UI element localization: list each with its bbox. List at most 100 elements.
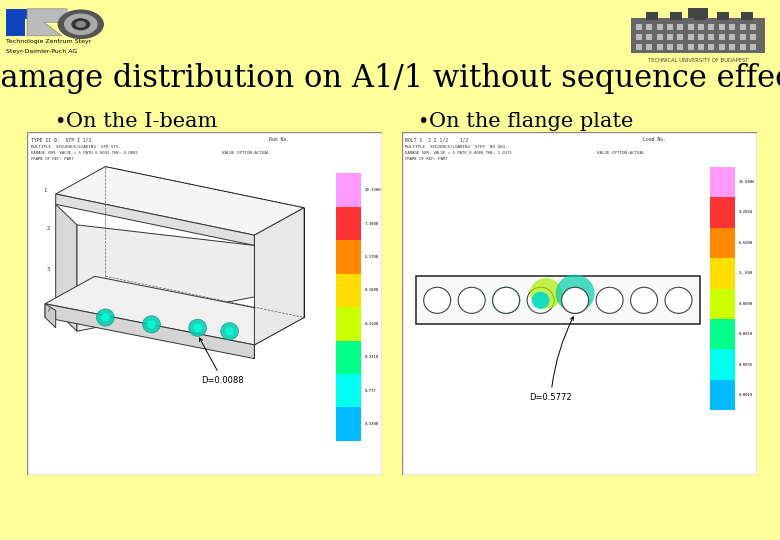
Circle shape xyxy=(596,287,623,313)
Bar xyxy=(729,24,735,30)
Text: 0.1888: 0.1888 xyxy=(364,288,379,293)
Bar xyxy=(336,240,361,274)
Text: MULTIPLE  SEQUENCE/LOADING  STR STS.: MULTIPLE SEQUENCE/LOADING STR STS. xyxy=(31,144,121,148)
Polygon shape xyxy=(55,166,304,235)
Bar xyxy=(708,34,714,40)
Circle shape xyxy=(562,287,589,313)
Bar xyxy=(698,24,704,30)
Bar xyxy=(636,34,642,40)
Text: 0.3300: 0.3300 xyxy=(364,422,379,426)
Bar xyxy=(336,274,361,307)
Bar xyxy=(750,24,756,30)
Bar xyxy=(711,197,736,227)
Bar xyxy=(670,12,682,20)
Bar xyxy=(741,12,753,20)
Text: 6.5090: 6.5090 xyxy=(739,241,753,245)
Bar xyxy=(6,9,48,19)
Text: D=0.5772: D=0.5772 xyxy=(530,317,573,402)
Text: On the flange plate: On the flange plate xyxy=(429,112,633,131)
Text: 1: 1 xyxy=(44,188,47,193)
Text: 2..000: 2..000 xyxy=(739,271,753,275)
Bar xyxy=(677,44,683,50)
Bar xyxy=(708,24,714,30)
Bar xyxy=(698,34,704,40)
Text: 0.3310: 0.3310 xyxy=(364,355,379,359)
Bar xyxy=(667,24,673,30)
Text: DAMAGE SUM: VALUE = 5 PATH 0.0088 THK: 2.0171: DAMAGE SUM: VALUE = 5 PATH 0.0088 THK: 2… xyxy=(406,151,512,155)
Bar xyxy=(739,34,746,40)
Bar xyxy=(6,9,25,36)
Circle shape xyxy=(76,21,86,28)
Bar xyxy=(667,44,673,50)
Bar xyxy=(739,44,746,50)
Polygon shape xyxy=(77,225,254,331)
Text: 7.3900: 7.3900 xyxy=(364,221,379,226)
Bar xyxy=(711,227,736,258)
Circle shape xyxy=(221,322,239,340)
Bar xyxy=(693,12,705,20)
Text: 10.3300: 10.3300 xyxy=(364,188,381,192)
Circle shape xyxy=(565,290,586,310)
Bar xyxy=(711,166,736,197)
Bar xyxy=(719,24,725,30)
Bar xyxy=(688,24,693,30)
Polygon shape xyxy=(55,194,254,246)
Bar xyxy=(657,34,662,40)
Bar xyxy=(632,18,764,52)
Bar xyxy=(719,34,725,40)
Bar xyxy=(729,34,735,40)
Text: •: • xyxy=(417,112,429,131)
Bar xyxy=(336,307,361,341)
Polygon shape xyxy=(254,208,304,359)
Text: Technologie Zentrum Steyr: Technologie Zentrum Steyr xyxy=(6,39,91,44)
Bar xyxy=(711,410,736,441)
Circle shape xyxy=(562,287,589,313)
Circle shape xyxy=(225,327,234,335)
Bar xyxy=(711,319,736,349)
Text: 5.1700: 5.1700 xyxy=(364,255,379,259)
Circle shape xyxy=(555,275,594,312)
Bar xyxy=(677,34,683,40)
Text: 0.777: 0.777 xyxy=(364,389,376,393)
Bar xyxy=(336,173,361,207)
Bar xyxy=(711,288,736,319)
Text: 0.0090: 0.0090 xyxy=(739,302,753,306)
Circle shape xyxy=(143,316,161,333)
Bar xyxy=(677,24,683,30)
Text: Damage distribution on A1/1 without sequence effect: Damage distribution on A1/1 without sequ… xyxy=(0,63,780,94)
Text: 3: 3 xyxy=(47,267,51,272)
Text: 0.0010: 0.0010 xyxy=(739,332,753,336)
Bar xyxy=(711,380,736,410)
Text: Load No.: Load No. xyxy=(643,138,666,143)
Circle shape xyxy=(101,313,110,322)
Bar xyxy=(336,341,361,374)
Bar xyxy=(711,349,736,380)
Text: VALUE OPTION:ACTUAL: VALUE OPTION:ACTUAL xyxy=(222,151,270,155)
Circle shape xyxy=(491,286,521,315)
Text: DAMAGE SUM: VALUE = 5 PATH 0.0032 THK: 0.0885: DAMAGE SUM: VALUE = 5 PATH 0.0032 THK: 0… xyxy=(31,151,138,155)
Text: 0.3100: 0.3100 xyxy=(364,322,379,326)
Text: f: f xyxy=(48,308,50,313)
Bar xyxy=(636,44,642,50)
Text: FRAME OF REF: PART: FRAME OF REF: PART xyxy=(406,157,448,161)
Bar xyxy=(718,12,729,20)
Bar xyxy=(636,24,642,30)
Text: Run No.: Run No. xyxy=(268,138,289,143)
Circle shape xyxy=(424,287,451,313)
Text: 9.2094: 9.2094 xyxy=(739,210,753,214)
Bar xyxy=(646,12,658,20)
Text: 2: 2 xyxy=(47,226,51,231)
Text: 0.0019: 0.0019 xyxy=(739,393,753,397)
Bar xyxy=(336,374,361,408)
Circle shape xyxy=(493,287,519,313)
Bar xyxy=(646,44,652,50)
Bar xyxy=(657,24,662,30)
Text: BOLT 1  J 2 1/2    1/2: BOLT 1 J 2 1/2 1/2 xyxy=(406,138,469,143)
Bar xyxy=(336,408,361,441)
Circle shape xyxy=(530,278,562,309)
Bar xyxy=(667,34,673,40)
Circle shape xyxy=(97,309,114,326)
Bar xyxy=(711,258,736,288)
Circle shape xyxy=(493,287,519,313)
Circle shape xyxy=(147,320,156,328)
